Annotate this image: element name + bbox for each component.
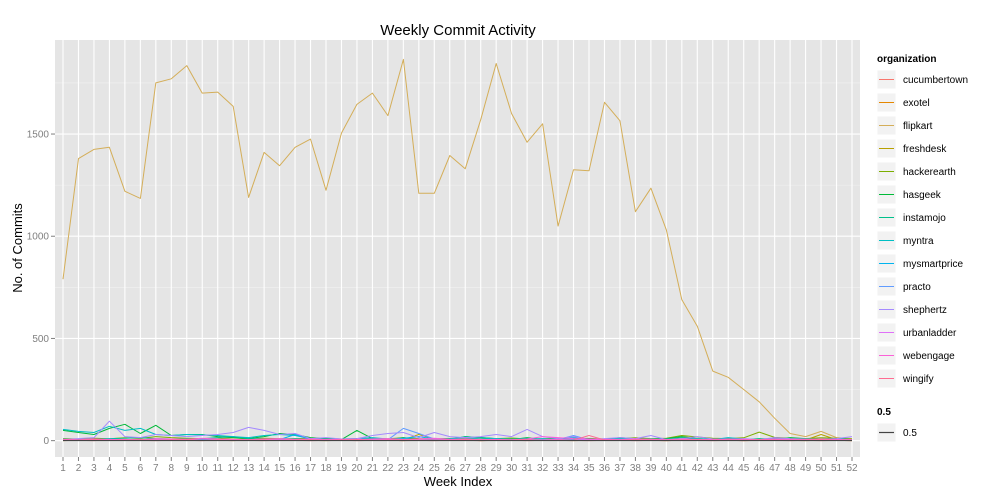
x-tick-label: 41: [676, 463, 688, 474]
x-tick-label: 49: [800, 463, 812, 474]
y-tick-label: 0: [43, 436, 49, 447]
x-tick-label: 4: [107, 463, 113, 474]
legend-label-practo: practo: [903, 282, 931, 293]
legend-label-urbanladder: urbanladder: [903, 328, 957, 339]
legend-label-hasgeek: hasgeek: [903, 190, 942, 201]
legend-label-webengage: webengage: [902, 351, 955, 362]
legend2-key: [877, 423, 896, 442]
legend-label-myntra: myntra: [903, 236, 934, 247]
legend: organization cucumbertown exotel flipkart f…: [877, 54, 968, 442]
legend-label-mysmartprice: mysmartprice: [903, 259, 963, 270]
legend-label-wingify: wingify: [902, 374, 934, 385]
x-tick-label: 7: [153, 463, 159, 474]
legend-label-flipkart: flipkart: [903, 121, 933, 132]
x-tick-label: 48: [785, 463, 797, 474]
x-tick-label: 11: [213, 463, 224, 474]
x-tick-label: 23: [398, 463, 410, 474]
legend-label-exotel: exotel: [903, 98, 930, 109]
y-axis-title: No. of Commits: [10, 203, 25, 293]
x-tick-label: 39: [645, 463, 657, 474]
chart-title: Weekly Commit Activity: [380, 22, 536, 39]
x-tick-label: 17: [305, 463, 317, 474]
y-tick-label: 1000: [27, 232, 50, 243]
x-tick-label: 21: [367, 463, 379, 474]
y-tick-label: 1500: [27, 130, 50, 141]
x-tick-label: 44: [723, 463, 735, 474]
x-tick-label: 51: [831, 463, 843, 474]
legend-items: cucumbertown exotel flipkart freshdesk hacke…: [877, 70, 968, 388]
x-tick-label: 19: [336, 463, 348, 474]
legend-label-freshdesk: freshdesk: [903, 144, 947, 155]
x-tick-label: 6: [138, 463, 144, 474]
x-tick-label: 2: [76, 463, 82, 474]
x-tick-label: 37: [614, 463, 626, 474]
x-tick-label: 47: [769, 463, 781, 474]
x-tick-label: 46: [754, 463, 766, 474]
legend-label-hackerearth: hackerearth: [903, 167, 956, 178]
legend-title: organization: [877, 54, 936, 65]
x-tick-label: 12: [228, 463, 240, 474]
x-tick-label: 34: [568, 463, 580, 474]
x-tick-label: 14: [259, 463, 271, 474]
x-tick-label: 24: [413, 463, 425, 474]
x-tick-label: 10: [197, 463, 209, 474]
legend-label-cucumbertown: cucumbertown: [903, 75, 968, 86]
x-tick-label: 35: [583, 463, 595, 474]
x-tick-label: 38: [630, 463, 642, 474]
x-tick-label: 16: [289, 463, 301, 474]
x-axis-title: Week Index: [424, 474, 493, 489]
x-tick-label: 27: [460, 463, 472, 474]
x-tick-label: 22: [382, 463, 394, 474]
x-tick-label: 25: [429, 463, 441, 474]
x-tick-label: 15: [274, 463, 286, 474]
x-tick-label: 40: [661, 463, 673, 474]
x-tick-label: 50: [815, 463, 827, 474]
x-tick-label: 18: [320, 463, 332, 474]
x-tick-label: 52: [846, 463, 858, 474]
x-tick-label: 30: [506, 463, 518, 474]
x-tick-label: 42: [692, 463, 704, 474]
y-axis: 0 500 1000 1500: [27, 130, 55, 448]
x-tick-label: 45: [738, 463, 750, 474]
x-tick-label: 28: [475, 463, 487, 474]
legend2-title: 0.5: [877, 407, 891, 418]
legend-label-shephertz: shephertz: [903, 305, 947, 316]
x-tick-label: 43: [707, 463, 719, 474]
x-axis: 1 2 3 4 5 6 7 8 9 10 11 12 13 14 15 16 17 18 19 20 21 22 23 24 2…: [60, 457, 858, 474]
x-tick-label: 26: [444, 463, 456, 474]
y-tick-label: 500: [32, 334, 49, 345]
x-tick-label: 1: [60, 463, 66, 474]
x-tick-label: 9: [184, 463, 190, 474]
x-tick-label: 20: [351, 463, 363, 474]
x-tick-label: 36: [599, 463, 611, 474]
x-tick-label: 31: [522, 463, 534, 474]
plot-panel: [55, 40, 860, 457]
x-tick-label: 3: [91, 463, 97, 474]
x-tick-label: 5: [122, 463, 128, 474]
legend2-label: 0.5: [903, 428, 917, 439]
x-tick-label: 13: [243, 463, 255, 474]
x-tick-label: 8: [169, 463, 175, 474]
x-tick-label: 29: [491, 463, 503, 474]
x-tick-label: 33: [552, 463, 564, 474]
legend-label-instamojo: instamojo: [903, 213, 946, 224]
x-tick-label: 32: [537, 463, 549, 474]
